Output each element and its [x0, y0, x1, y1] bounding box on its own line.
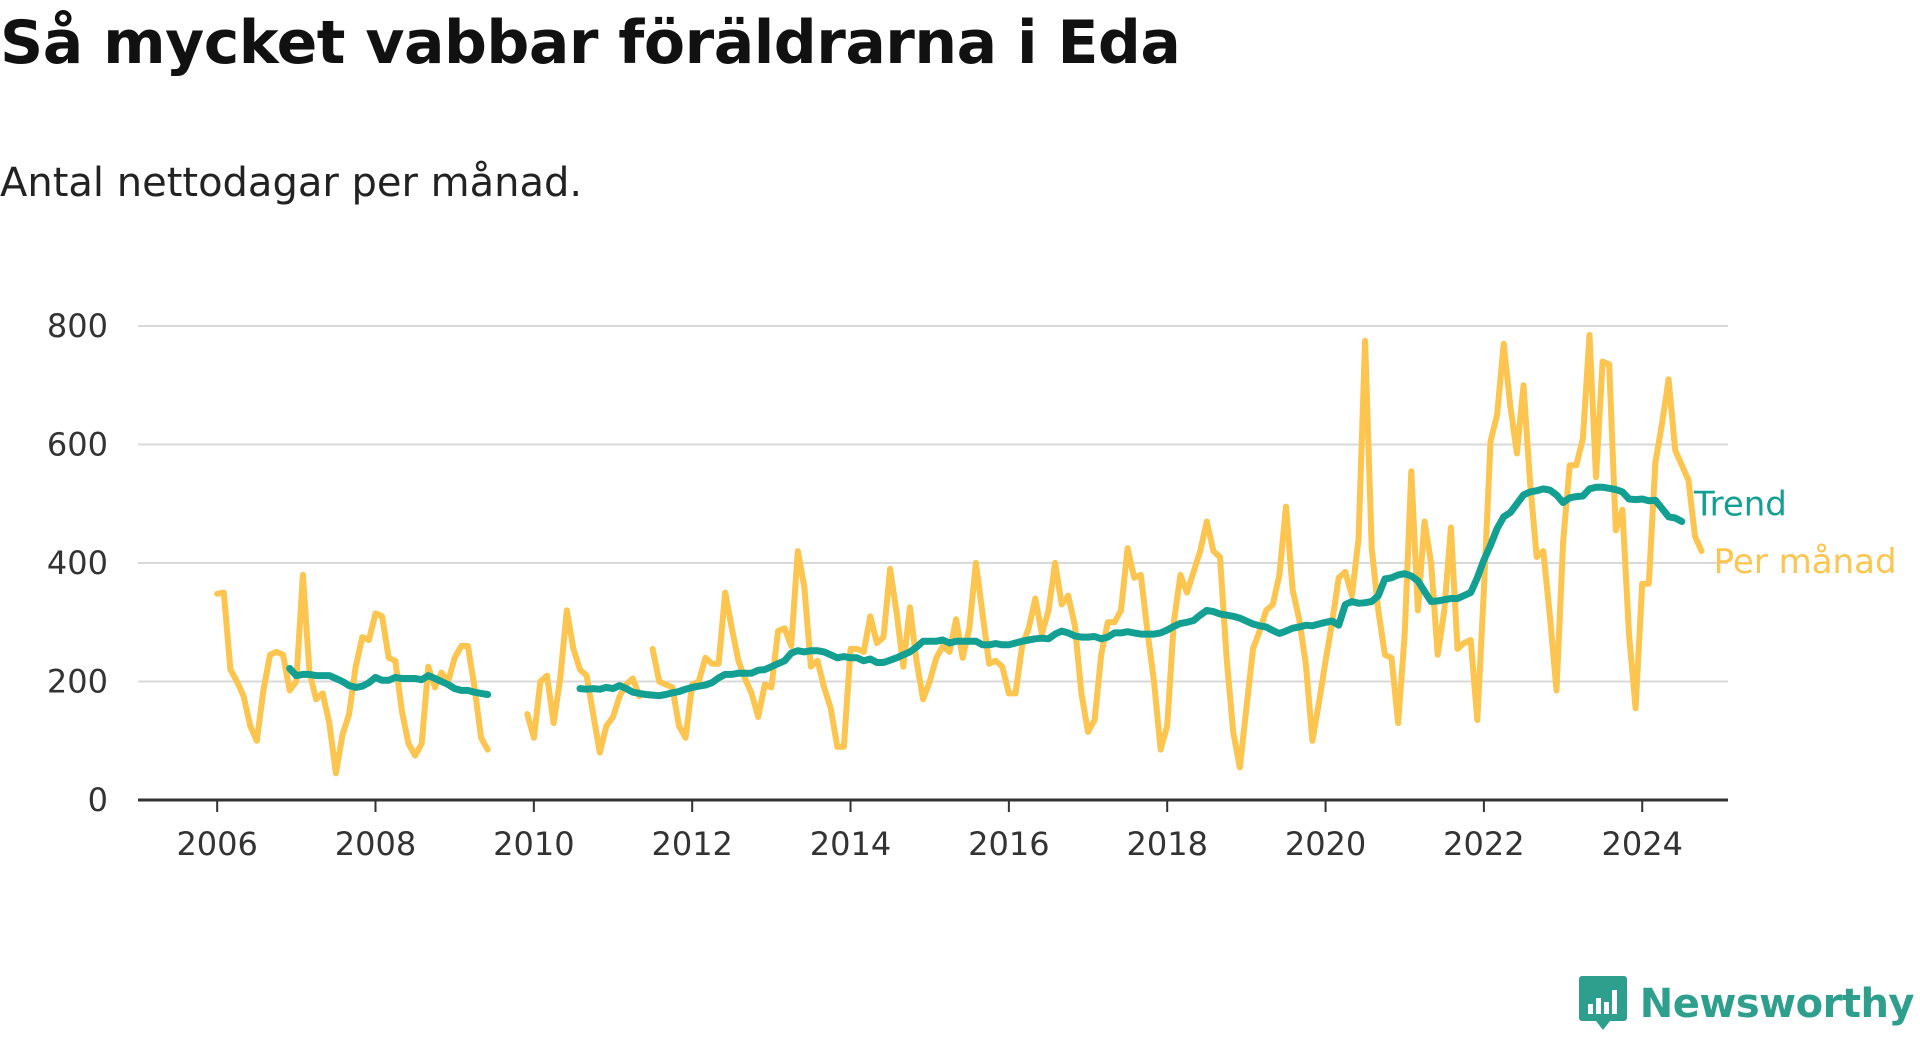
y-axis: 0 200 400 600 800	[47, 307, 108, 819]
newsworthy-logo-icon	[1578, 976, 1627, 1030]
x-tick-label: 2014	[810, 825, 891, 863]
newsworthy-logo: Newsworthy	[1578, 974, 1915, 1034]
series-label-trend: Trend	[1693, 485, 1787, 525]
x-tick-label: 2024	[1602, 825, 1683, 863]
y-tick-label: 600	[47, 426, 108, 464]
x-tick-label: 2016	[968, 825, 1049, 863]
x-tick-label: 2010	[493, 825, 574, 863]
x-tick-label: 2022	[1443, 825, 1524, 863]
x-tick-label: 2006	[176, 825, 257, 863]
series-line-trend	[286, 483, 1686, 700]
y-tick-label: 200	[47, 663, 108, 701]
chart-title: Så mycket vabbar föräldrarna i Eda	[0, 8, 1181, 78]
x-tick-label: 2020	[1285, 825, 1366, 863]
series-line-per-manad	[214, 331, 1705, 777]
chart-subtitle: Antal nettodagar per månad.	[0, 160, 583, 206]
x-tick-label: 2008	[335, 825, 416, 863]
x-axis: 2006 2008 2010 2012 2014 2016 2018 2020 2022 2024	[138, 798, 1728, 863]
y-tick-label: 0	[88, 781, 108, 819]
series-labels: Per månad Trend	[1693, 485, 1897, 583]
series-lines	[214, 331, 1705, 777]
y-tick-label: 400	[47, 544, 108, 582]
y-tick-label: 800	[47, 307, 108, 345]
x-tick-label: 2018	[1126, 825, 1207, 863]
brand-name: Newsworthy	[1639, 981, 1915, 1027]
series-label-per-manad: Per månad	[1714, 542, 1897, 582]
x-tick-label: 2012	[651, 825, 732, 863]
